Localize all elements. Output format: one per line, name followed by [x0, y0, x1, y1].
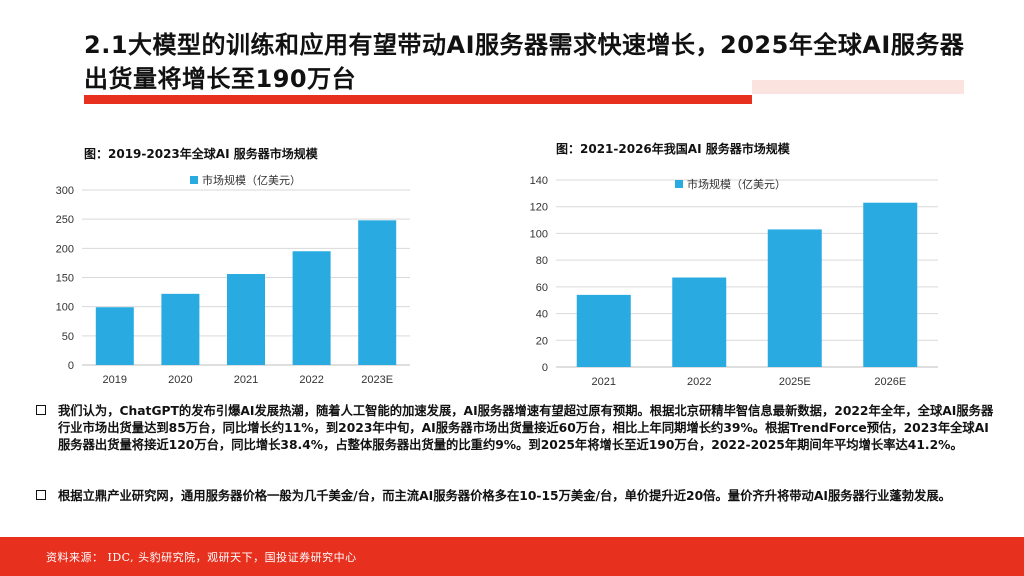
y-tick-label: 200: [56, 243, 74, 255]
bar: [863, 202, 918, 367]
x-tick-label: 2021: [234, 374, 258, 386]
y-tick-label: 250: [56, 214, 74, 226]
y-tick-label: 300: [56, 185, 74, 197]
x-tick-label: 2026E: [874, 376, 906, 388]
bar: [767, 229, 822, 367]
y-tick-label: 50: [62, 331, 74, 343]
legend-swatch: [190, 176, 198, 184]
x-tick-label: 2019: [103, 374, 127, 386]
y-tick-label: 0: [542, 362, 548, 374]
bar: [161, 293, 200, 365]
y-tick-label: 100: [56, 302, 74, 314]
bar: [576, 294, 631, 367]
chart-china-ai-server: 0 20 40 60 80 100 120 140 2021 2022 2025E 2026E 市场规模…: [510, 168, 950, 392]
x-tick-label: 2023E: [361, 374, 393, 386]
bar: [95, 307, 134, 365]
x-tick-label: 2020: [168, 374, 192, 386]
x-tick-label: 2022: [299, 374, 323, 386]
legend-swatch: [675, 180, 683, 188]
chart-1-title: 图：2019-2023年全球AI 服务器市场规模: [84, 147, 318, 161]
y-tick-label: 60: [536, 282, 548, 294]
y-tick-label: 80: [536, 255, 548, 267]
title-accent-bar: [752, 80, 964, 94]
y-tick-label: 20: [536, 335, 548, 347]
bar: [292, 251, 331, 365]
y-tick-label: 140: [530, 175, 548, 187]
footer-bar: 资料来源： IDC, 头豹研究院，观研天下，国投证券研究中心: [0, 537, 1024, 576]
y-tick-label: 150: [56, 273, 74, 285]
chart-2-title: 图：2021-2026年我国AI 服务器市场规模: [556, 142, 790, 156]
title-underline: [84, 95, 752, 104]
x-tick-label: 2022: [687, 376, 711, 388]
y-tick-label: 100: [530, 228, 548, 240]
paragraph-1: 我们认为，ChatGPT的发布引爆AI发展热潮，随着人工智能的加速发展，AI服务…: [36, 403, 996, 454]
chart-2-svg: 0 20 40 60 80 100 120 140 2021 2022 2025E 2026E 市场规模…: [530, 175, 938, 388]
y-tick-label: 120: [530, 202, 548, 214]
y-tick-label: 0: [68, 360, 74, 372]
bullet-square-icon: [36, 490, 46, 500]
x-tick-label: 2021: [592, 376, 616, 388]
source-note: 资料来源： IDC, 头豹研究院，观研天下，国投证券研究中心: [46, 551, 357, 564]
chart-1-svg: 0 50 100 150 200 250 300 2019 2020 2021 2022 2023E 市…: [56, 173, 410, 386]
page-title: 2.1大模型的训练和应用有望带动AI服务器需求快速增长，2025年全球AI服务器…: [84, 31, 965, 93]
bar: [672, 277, 727, 367]
y-tick-label: 40: [536, 309, 548, 321]
legend-label: 市场规模（亿美元）: [687, 177, 786, 191]
bar: [358, 220, 397, 365]
bar: [227, 274, 265, 365]
chart-global-ai-server: 0 50 100 150 200 250 300 2019 2020 2021 2022 2023E 市…: [40, 172, 420, 392]
bullet-square-icon: [36, 405, 46, 415]
paragraph-2: 根据立鼎产业研究网，通用服务器价格一般为几千美金/台，而主流AI服务器价格多在1…: [36, 488, 996, 505]
paragraph-2-text: 根据立鼎产业研究网，通用服务器价格一般为几千美金/台，而主流AI服务器价格多在1…: [58, 489, 951, 503]
paragraph-1-text: 我们认为，ChatGPT的发布引爆AI发展热潮，随着人工智能的加速发展，AI服务…: [58, 404, 994, 452]
legend-label: 市场规模（亿美元）: [202, 173, 301, 187]
x-tick-label: 2025E: [779, 376, 811, 388]
